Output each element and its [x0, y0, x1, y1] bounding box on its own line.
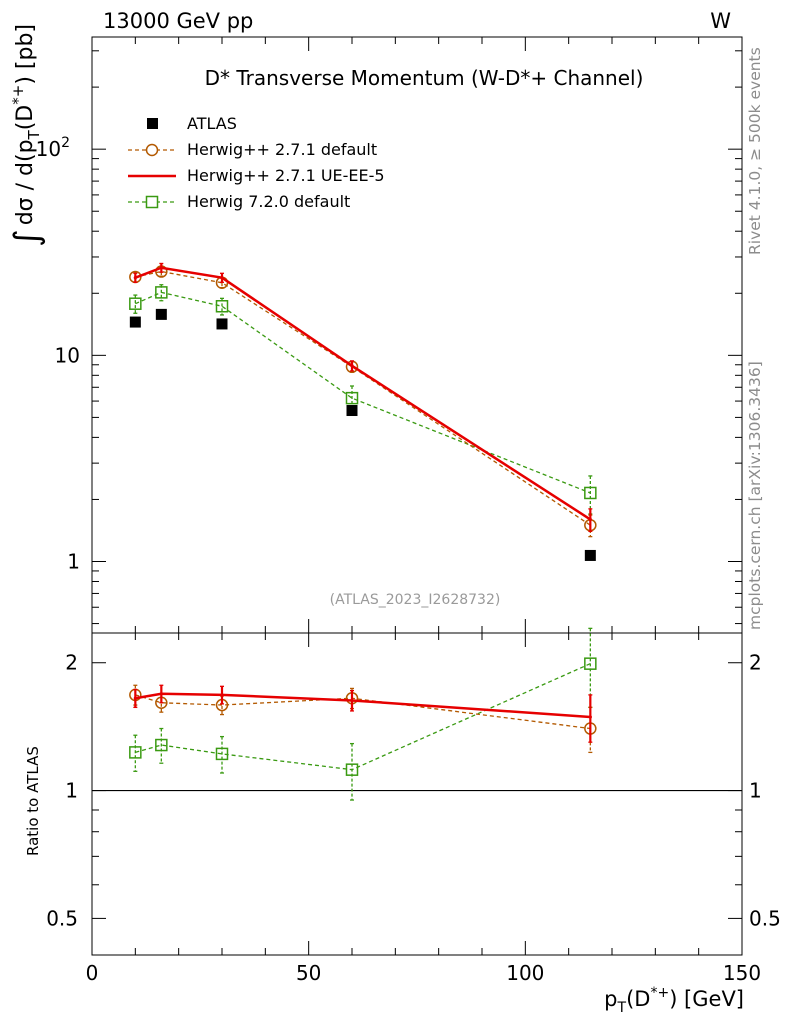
ratio-herwig-2-7-1-ue-ee-5-point: [159, 692, 163, 696]
x-tick-label: 150: [723, 961, 761, 985]
main-atlas-point: [584, 549, 596, 561]
main-series-layer: [129, 262, 597, 561]
main-herwig-7-2-0-default-point: [155, 286, 168, 299]
y-label-sub: T: [25, 129, 43, 140]
main-herwig-2-7-1-ue-ee-5-point: [220, 276, 224, 280]
main-y-tick-label: 10: [55, 343, 80, 367]
ratio-herwig-7-2-0-default-point: [345, 763, 359, 776]
legend-label-herwig271-default: Herwig++ 2.7.1 default: [187, 140, 377, 159]
ratio-y-axis-label: Ratio to ATLAS: [24, 746, 42, 856]
main-herwig-2-7-1-ue-ee-5-line: [134, 266, 592, 521]
mcplots-label: mcplots.cern.ch [arXiv:1306.3436]: [746, 361, 764, 630]
main-y-axis-label: ∫ dσ / d(pT(D*+) [pb]: [7, 24, 47, 247]
x-axis-label: pT(D*+) [GeV]: [604, 985, 744, 1016]
ratio-herwig-2-7-1-ue-ee-5-point: [588, 715, 592, 719]
x-label-sub: T: [617, 1000, 627, 1016]
x-label-end: ) [GeV]: [669, 987, 744, 1011]
ratio-y-tick-label-right: 0.5: [749, 906, 781, 930]
legend-entry-herwig271-default: Herwig++ 2.7.1 default: [128, 140, 377, 159]
x-tick-label: 0: [86, 961, 99, 985]
main-y-tick-base: 10: [36, 137, 61, 161]
legend-marker-herwig271-default: [145, 143, 159, 157]
x-label-sup: *+: [650, 985, 669, 1001]
main-atlas-point: [346, 405, 358, 417]
legend-marker-herwig720-default: [145, 195, 159, 209]
rivet-version-label: Rivet 4.1.0, ≥ 500k events: [746, 47, 764, 255]
ratio-panel: 0.5 0.5 1 1 2 2 0 50 100 150 Ratio to ATLAS pT(D…: [24, 627, 781, 1016]
main-herwig-2-7-1-ue-ee-5-point: [133, 276, 137, 280]
legend-entry-atlas: ATLAS: [147, 114, 237, 133]
ratio-herwig-7-2-0-default-point: [129, 746, 142, 759]
x-label-pre: p: [604, 987, 617, 1011]
x-tick-labels: 0 50 100 150: [86, 961, 761, 985]
ratio-herwig-2-7-1-default-line: [135, 694, 591, 730]
main-atlas-point: [129, 316, 141, 328]
main-y-tick-label: 102: [36, 135, 70, 161]
main-herwig-7-2-0-default-point: [345, 391, 359, 405]
ratio-y-tick-label-left: 2: [65, 651, 78, 675]
y-label-integral: ∫: [7, 229, 47, 247]
main-herwig-2-7-1-ue-ee-5-point: [159, 266, 163, 270]
legend-entry-herwig271-ueee5: Herwig++ 2.7.1 UE-EE-5: [128, 166, 385, 185]
x-label-mid: (D: [626, 987, 650, 1011]
main-atlas-point: [155, 308, 167, 320]
legend: ATLAS Herwig++ 2.7.1 default Herwig++ 2.…: [128, 114, 385, 211]
main-ticks: [91, 37, 743, 633]
y-label-mid: (D: [13, 105, 38, 131]
analysis-id: (ATLAS_2023_I2628732): [330, 592, 501, 608]
legend-marker-atlas: [147, 118, 158, 129]
ratio-herwig-2-7-1-ue-ee-5-line: [135, 692, 591, 719]
y-label-body: dσ / d(p: [13, 139, 38, 225]
ratio-y-tick-label-right: 2: [749, 651, 762, 675]
x-tick-label: 100: [506, 961, 544, 985]
ratio-y-tick-label-right: 1: [749, 779, 762, 803]
legend-label-herwig271-ueee5: Herwig++ 2.7.1 UE-EE-5: [187, 166, 385, 185]
ratio-herwig-7-2-0-default-point: [215, 747, 229, 761]
main-herwig-2-7-1-ue-ee-5-point: [350, 364, 354, 368]
ratio-y-tick-labels: 0.5 0.5 1 1 2 2: [46, 651, 781, 931]
process-label: 13000 GeV pp: [103, 9, 253, 33]
ratio-herwig-2-7-1-ue-ee-5-point: [350, 698, 354, 703]
observable-label: W: [710, 9, 731, 33]
main-herwig-2-7-1-ue-ee-5-point: [588, 517, 592, 522]
main-y-tick-label: 1: [67, 550, 80, 574]
main-herwig-2-7-1-default-line: [135, 270, 591, 526]
main-y-tick-exp: 2: [61, 135, 70, 151]
ratio-ticks: [91, 633, 743, 955]
ratio-series-layer: [129, 627, 597, 801]
ratio-herwig-7-2-0-default-point: [155, 738, 168, 752]
legend-label-herwig720-default: Herwig 7.2.0 default: [187, 192, 350, 211]
ratio-herwig-2-7-1-ue-ee-5-point: [220, 693, 224, 697]
x-tick-label: 50: [296, 961, 321, 985]
ratio-herwig-7-2-0-default-point: [584, 657, 597, 670]
main-atlas-point: [216, 318, 228, 330]
y-label-end: ) [pb]: [13, 24, 38, 85]
legend-entry-herwig720-default: Herwig 7.2.0 default: [128, 192, 350, 211]
main-herwig-7-2-0-default-point: [129, 297, 142, 310]
legend-label-atlas: ATLAS: [187, 114, 237, 133]
ratio-y-tick-label-left: 0.5: [46, 906, 78, 930]
ratio-herwig-2-7-1-ue-ee-5-point: [133, 696, 137, 700]
y-label-sup: *+: [9, 85, 27, 105]
ratio-frame: [91, 632, 743, 956]
ratio-herwig-7-2-0-default-line: [135, 663, 591, 771]
svg-text:∫dσ / d(pT(D*+) [pb]: ∫ dσ / d(pT(D*+) [pb]: [7, 24, 47, 247]
chart-title: D* Transverse Momentum (W-D*+ Channel): [205, 66, 644, 90]
main-herwig-7-2-0-default-point: [215, 300, 229, 313]
ratio-y-tick-label-left: 1: [65, 779, 78, 803]
main-herwig-7-2-0-default-line: [135, 291, 591, 494]
main-herwig-7-2-0-default-point: [584, 486, 597, 500]
